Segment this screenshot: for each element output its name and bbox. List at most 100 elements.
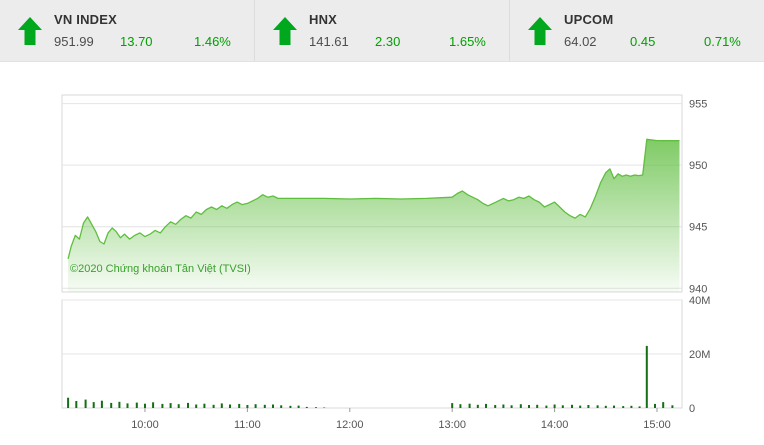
volume-bar (177, 404, 180, 408)
index-info: HNX 141.61 2.30 1.65% (309, 12, 486, 49)
volume-bar (536, 404, 539, 408)
volume-bar (561, 405, 564, 408)
volume-bar (494, 405, 497, 408)
volume-bar (579, 405, 582, 408)
volume-bar (84, 399, 87, 408)
volume-bar (100, 400, 103, 408)
volume-bar (662, 402, 665, 408)
index-percent: 0.71% (704, 34, 741, 49)
volume-bar (254, 404, 257, 408)
chart-canvas: 940 945 950 955 0 20M 40M ©2020 Chứng khoán Tân… (61, 94, 710, 431)
index-value: 141.61 (309, 34, 349, 49)
index-name: UPCOM (564, 12, 614, 27)
index-change: 13.70 (120, 34, 153, 49)
volume-bar (571, 404, 573, 408)
up-arrow-shape (18, 16, 42, 45)
volume-bar (654, 403, 656, 408)
volume-bar (315, 407, 317, 408)
price-axis-label: 955 (689, 99, 707, 111)
index-name: VN INDEX (54, 12, 118, 27)
volume-bar (476, 404, 479, 408)
volume-bar (553, 404, 556, 408)
volume-axis-label: 20M (689, 349, 710, 361)
x-axis-label: 13:00 (438, 419, 466, 431)
volume-bar (246, 405, 249, 408)
watermark: ©2020 Chứng khoán Tân Việt (TVSI) (70, 263, 251, 275)
index-percent: 1.46% (194, 34, 231, 49)
price-axis-label: 945 (689, 222, 707, 234)
price-axis-label: 940 (689, 283, 707, 295)
index-panel-vnindex[interactable]: VN INDEX 951.99 13.70 1.46% (0, 0, 254, 61)
volume-bar (528, 405, 530, 408)
volume-bar (545, 405, 548, 408)
volume-bar (485, 403, 487, 408)
up-arrow-shape (273, 16, 297, 45)
index-percent: 1.65% (449, 34, 486, 49)
index-change: 2.30 (375, 34, 401, 49)
index-change: 0.45 (630, 34, 656, 49)
volume-bar (220, 403, 223, 408)
up-arrow-icon (527, 16, 553, 46)
index-info: UPCOM 64.02 0.45 0.71% (564, 12, 741, 49)
volume-bar (280, 405, 283, 408)
volume-axis-label: 0 (689, 403, 695, 415)
volume-bar (169, 403, 172, 408)
volume-bar (144, 403, 146, 408)
index-info: VN INDEX 951.99 13.70 1.46% (54, 12, 231, 49)
volume-bar (289, 405, 292, 408)
index-value: 64.02 (564, 34, 597, 49)
price-area (68, 139, 680, 292)
x-axis-label: 11:00 (234, 419, 261, 431)
index-value: 951.99 (54, 34, 94, 49)
volume-bar (671, 405, 674, 408)
volume-bar (323, 407, 326, 408)
index-name: HNX (309, 12, 338, 27)
volume-bar (459, 404, 462, 408)
volume-bar (92, 402, 95, 408)
volume-bar (305, 406, 308, 408)
volume-bar (645, 345, 648, 408)
up-arrow-icon (17, 16, 43, 46)
volume-bar (622, 406, 625, 408)
market-index-bar: VN INDEX 951.99 13.70 1.46% HNX 141.61 2… (0, 0, 764, 62)
volume-bar (212, 404, 215, 408)
index-values: 64.02 0.45 0.71% (564, 34, 741, 49)
volume-bar (229, 404, 231, 408)
up-arrow-shape (528, 16, 552, 45)
volume-bar (161, 403, 164, 408)
volume-bar (596, 405, 599, 408)
volume-bar (468, 403, 471, 408)
volume-bar (502, 404, 505, 408)
volume-bar (297, 405, 300, 408)
x-axis-label: 10:00 (131, 419, 159, 431)
volume-bar (510, 405, 513, 408)
volume-bar (587, 405, 590, 408)
volume-bar (118, 401, 121, 408)
volume-bar (604, 405, 607, 408)
index-panel-hnx[interactable]: HNX 141.61 2.30 1.65% (254, 0, 509, 61)
index-panel-upcom[interactable]: UPCOM 64.02 0.45 0.71% (509, 0, 764, 61)
volume-bar (187, 402, 189, 408)
volume-bar (238, 403, 241, 408)
volume-bar (135, 402, 138, 408)
price-line (67, 138, 680, 259)
volume-bar (272, 404, 274, 408)
volume-bar (75, 401, 78, 408)
volume-axis-label: 40M (689, 295, 710, 307)
up-arrow-icon (272, 16, 298, 46)
volume-bar (195, 404, 198, 408)
volume-bar (126, 403, 129, 408)
x-axis-label: 12:00 (336, 419, 364, 431)
volume-bar (263, 404, 266, 408)
volume-bar (630, 405, 633, 408)
index-values: 951.99 13.70 1.46% (54, 34, 231, 49)
volume-bar (613, 405, 615, 408)
price-axis-label: 950 (689, 160, 707, 172)
volume-bar (67, 397, 70, 408)
volume-bar (203, 403, 206, 408)
volume-bar (110, 402, 113, 408)
x-axis-label: 14:00 (541, 419, 569, 431)
volume-bar (519, 404, 522, 408)
index-values: 141.61 2.30 1.65% (309, 34, 486, 49)
